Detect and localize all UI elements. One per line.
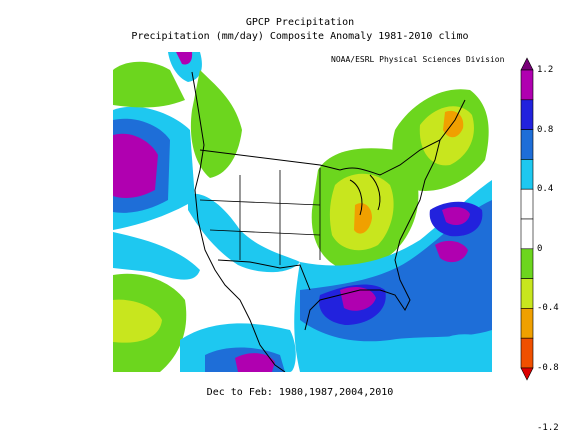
atlantic-magenta-region-2 (435, 240, 468, 263)
southwest-pacific-yellowgreen-region (113, 299, 162, 343)
new-england-orange-region (443, 110, 464, 138)
west-coastline (191, 71, 286, 372)
colorbar-tick-label: -0.4 (537, 303, 559, 314)
east-gulf-coastline (304, 139, 441, 331)
ohio-valley-orange-region (354, 203, 372, 234)
colorbar-tick-label: 0.4 (537, 184, 554, 195)
west-cyan-region (188, 193, 300, 273)
mexico-magenta-region (235, 353, 275, 372)
credit-label: NOAA/ESRL Physical Sciences Division (331, 55, 505, 64)
colorbar-bin (520, 337, 534, 369)
us-canada-border (199, 149, 341, 171)
colorbar-bin (520, 69, 534, 101)
great-lakes-outline (349, 174, 381, 216)
colorbar-tick-label: 0 (537, 243, 543, 254)
colorbar-tick-label: 0.8 (537, 124, 554, 135)
boundary-lines (191, 71, 466, 372)
colorbar-bin (520, 218, 534, 250)
north-pacific-green-region (113, 61, 185, 108)
subtropical-pacific-cyan-region (113, 232, 200, 280)
caribbean-cyan-region (440, 334, 492, 372)
colorbar-tick-label: 1.2 (537, 65, 554, 75)
state-lines (199, 168, 321, 265)
colorbar-bin (520, 129, 534, 160)
colorbar-bin (520, 188, 534, 220)
pacific-northwest-green-region (190, 70, 242, 178)
colorbar-bin (520, 248, 534, 279)
colorbar-bottom-arrow (520, 367, 534, 381)
colorbar-top-arrow (520, 57, 534, 71)
us-mexico-border (217, 259, 311, 291)
alaska-cyan-region (168, 52, 202, 82)
anomaly-fill-layer (113, 52, 492, 372)
alaska-magenta-region (176, 52, 193, 65)
map-subtitle: Precipitation (mm/day) Composite Anomaly… (131, 31, 469, 42)
colorbar-tick-label: -1.2 (537, 422, 559, 433)
great-lakes-border (339, 99, 466, 176)
atlantic-magenta-region-1 (442, 206, 470, 226)
colorbar-bin (520, 308, 534, 339)
colorbar-tick-label: -0.8 (537, 363, 559, 373)
colorbar-bin (520, 99, 534, 130)
season-years-label: Dec to Feb: 1980,1987,2004,2010 (206, 387, 394, 398)
colorbar-bin (520, 159, 534, 190)
map-title: GPCP Precipitation (245, 17, 355, 28)
pacific-magenta-region (113, 133, 158, 198)
colorbar-bin (520, 278, 534, 309)
